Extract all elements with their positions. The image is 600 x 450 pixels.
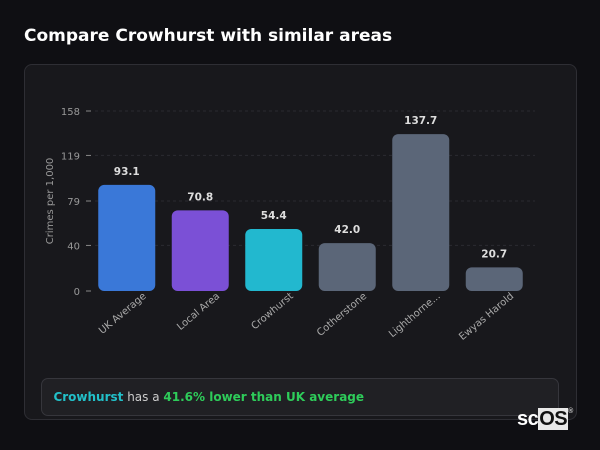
data-label: 93.1: [114, 166, 140, 178]
summary-text: has a: [123, 390, 164, 404]
bar: [98, 184, 156, 291]
data-label: 42.0: [334, 224, 360, 236]
bar: [318, 243, 376, 291]
page-title: Compare Crowhurst with similar areas: [24, 26, 393, 46]
bar: [171, 210, 229, 291]
x-tick-label: Lighthorne...: [387, 291, 443, 340]
bar: [465, 267, 523, 291]
data-label: 70.8: [187, 191, 213, 203]
y-tick-label: 0: [74, 287, 80, 298]
y-tick-label: 79: [67, 197, 80, 208]
x-tick-label: Ewyas Harold: [457, 291, 516, 343]
area-name: Crowhurst: [53, 390, 124, 404]
bar: [245, 229, 303, 291]
y-axis-label: Crimes per 1,000: [45, 158, 56, 245]
y-tick-label: 158: [61, 107, 80, 118]
comparison-summary: Crowhurst has a 41.6% lower than UK aver…: [41, 378, 559, 416]
data-label: 54.4: [261, 210, 287, 222]
y-tick-label: 119: [61, 151, 80, 162]
scos-logo: scOS®: [517, 408, 573, 430]
x-tick-label: Local Area: [175, 291, 222, 333]
data-label: 137.7: [404, 115, 437, 127]
data-label: 20.7: [481, 248, 507, 260]
x-tick-label: UK Average: [97, 291, 149, 337]
comparison-value: 41.6% lower than UK average: [163, 390, 365, 404]
bar: [392, 134, 450, 291]
x-tick-label: Crowhurst: [249, 291, 295, 332]
x-tick-label: Cotherstone: [315, 291, 369, 339]
y-tick-label: 40: [67, 241, 80, 252]
